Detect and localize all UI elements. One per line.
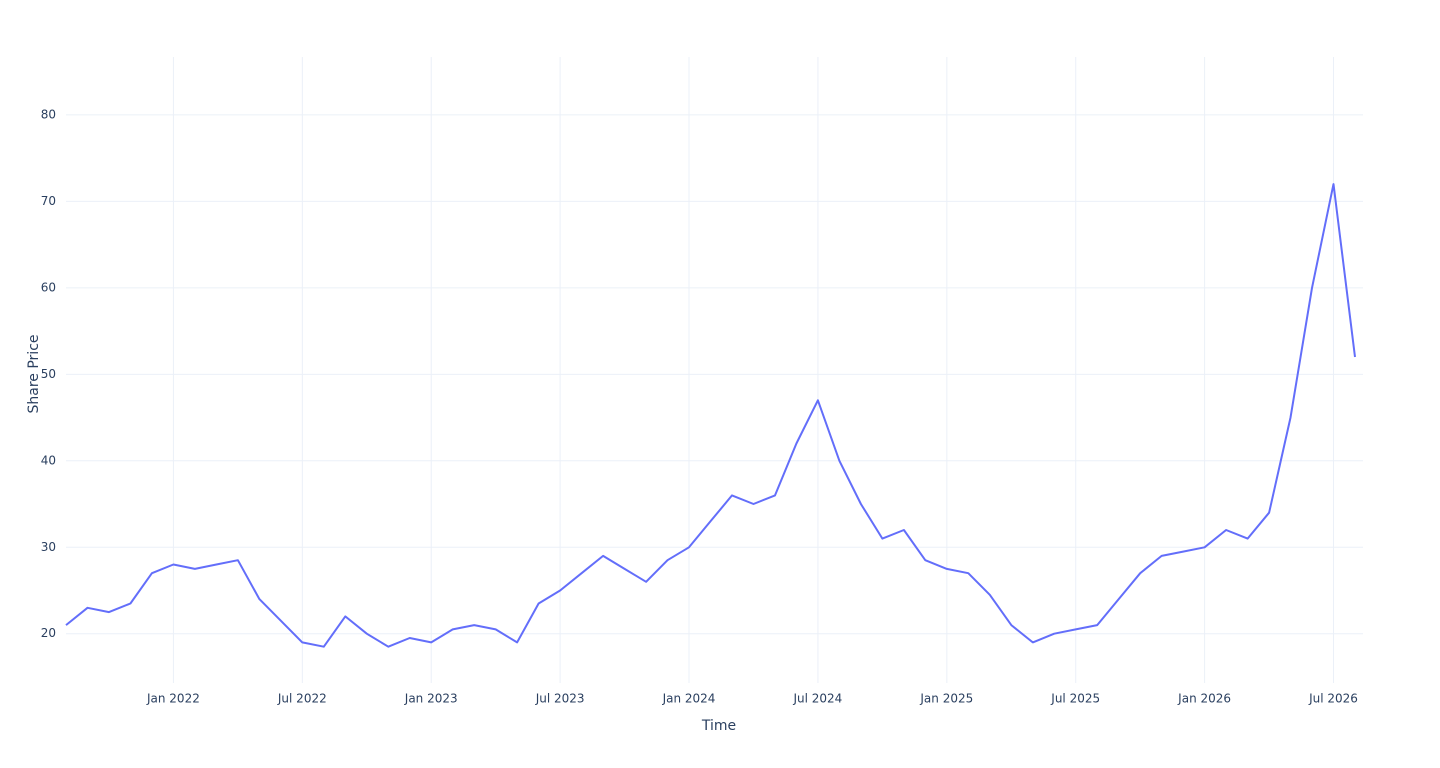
- x-tick-label: Jan 2026: [1177, 692, 1231, 706]
- x-tick-label: Jul 2024: [792, 692, 842, 706]
- x-axis-title: Time: [701, 718, 736, 734]
- y-tick-label: 40: [41, 453, 56, 467]
- x-tick-label: Jan 2024: [662, 692, 716, 706]
- x-tick-label: Jan 2022: [146, 692, 200, 706]
- x-tick-label: Jul 2022: [277, 692, 327, 706]
- x-tick-label: Jul 2026: [1308, 692, 1358, 706]
- y-tick-label: 60: [41, 280, 56, 294]
- x-tick-label: Jul 2023: [535, 692, 585, 706]
- y-axis-title: Share Price: [26, 334, 42, 413]
- x-tick-label: Jan 2023: [404, 692, 458, 706]
- y-tick-label: 70: [41, 194, 56, 208]
- y-tick-label: 30: [41, 540, 56, 554]
- x-tick-label: Jul 2025: [1050, 692, 1100, 706]
- y-tick-label: 20: [41, 626, 56, 640]
- y-tick-label: 80: [41, 107, 56, 121]
- y-tick-label: 50: [41, 367, 56, 381]
- line: [65, 183, 1356, 648]
- x-tick-label: Jan 2025: [919, 692, 973, 706]
